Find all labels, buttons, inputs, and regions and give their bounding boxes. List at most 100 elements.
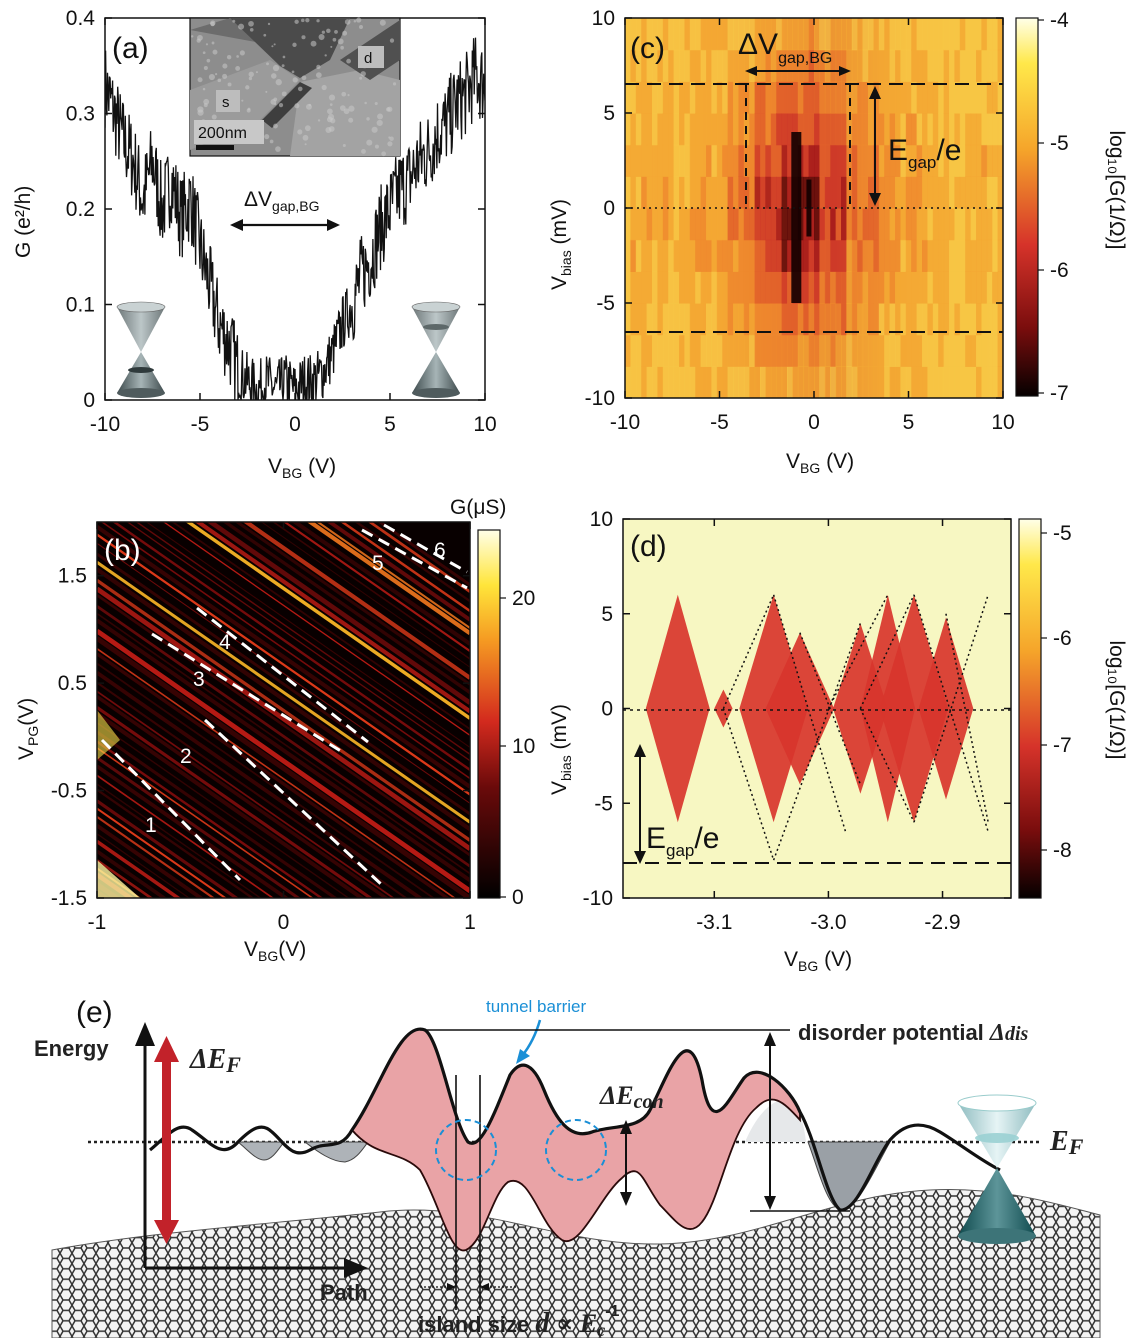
y-tick-label: -5 [596, 292, 615, 315]
panel-a-ticks: -10 -5 0 5 10 0 0.1 0.2 0.3 0.4 [66, 7, 497, 436]
panel-c-colorbar-ticks: -4 -5 -6 -7 [1038, 9, 1069, 405]
diamond-edge [945, 613, 989, 823]
colorbar-tick-label: -5 [1050, 132, 1069, 155]
egap-annotation-c: Egap/e [888, 134, 961, 172]
panel-b-xlabel: VBG(V) [244, 938, 306, 964]
x-tick-label: 10 [991, 411, 1014, 434]
island-bounds [455, 1075, 481, 1310]
panel-d-label: (d) [630, 530, 667, 563]
x-tick-label: 5 [384, 413, 396, 436]
panel-d-dotted-edges [722, 594, 989, 861]
panel-e-label: (e) [76, 996, 113, 1029]
panel-b-streaks [97, 522, 470, 898]
panel-b-line-labels: 1 2 3 4 5 6 [145, 539, 446, 837]
y-tick-label: 0.5 [58, 672, 87, 695]
x-tick-label: -1 [88, 911, 107, 934]
colorbar-tick-label: -6 [1053, 627, 1072, 650]
y-tick-label: 0 [603, 197, 615, 220]
delta-ef-label: ΔEF [189, 1044, 241, 1077]
y-tick-label: 0.1 [66, 294, 95, 317]
x-tick-label: 1 [464, 911, 476, 934]
sem-inset-image: d s 200nm [189, 17, 401, 157]
tunnel-barrier-label: tunnel barrier [486, 997, 587, 1016]
inset-scale-bar [196, 145, 234, 150]
diamond-edge [827, 594, 889, 709]
y-tick-label: 1.5 [58, 565, 87, 588]
diamond-edge [772, 594, 847, 832]
panel-b-label: (b) [104, 534, 141, 567]
conductance-trace [105, 37, 485, 400]
line-label-2: 2 [180, 745, 192, 768]
y-tick-label: 10 [590, 508, 613, 531]
coulomb-diamond [918, 617, 974, 800]
x-tick-label: -10 [610, 411, 640, 434]
energy-axis-label: Energy [34, 1036, 109, 1061]
panel-b-dashed-lines [100, 523, 468, 887]
panel-d-xlabel: VBG (V) [784, 948, 852, 974]
colorbar-tick-label: -8 [1053, 839, 1072, 862]
delta-econ-label: ΔEcon [599, 1081, 664, 1113]
gap-box-c [625, 83, 1003, 333]
colorbar-tick-label: -7 [1053, 734, 1072, 757]
panel-a-ylabel: G (e²/h) [12, 186, 35, 258]
colorbar-tick-label: -7 [1050, 382, 1069, 405]
island-size-label: island size d ∝ Ec-1 [418, 1303, 620, 1338]
egap-annotation-d: Egap/e [646, 822, 719, 860]
ef-label: EF [1049, 1126, 1084, 1159]
panel-b-colorbar [477, 529, 501, 899]
x-tick-label: 0 [808, 411, 820, 434]
y-tick-label: 5 [601, 603, 613, 626]
x-tick-label: -3.0 [810, 911, 846, 934]
coulomb-diamond [879, 594, 949, 823]
panel-b-ticks: -1 0 1 -1.5 -0.5 0.5 1.5 [51, 522, 476, 934]
y-tick-label: 10 [592, 7, 615, 30]
diamond-edge [722, 594, 775, 709]
dirac-cone-left-icon [116, 301, 166, 398]
panel-c-label: (c) [630, 32, 665, 65]
panel-c: -10 -5 0 5 10 -10 -5 0 5 10 ΔVgap,BG Egap/e (c) -… [548, 7, 1128, 476]
y-tick-label: 0 [601, 698, 613, 721]
panel-c-colorbar [1015, 17, 1039, 397]
diamond-edge [859, 708, 915, 823]
panel-c-ticks: -10 -5 0 5 10 -10 -5 0 5 10 [585, 7, 1015, 434]
egap-arrow-c [869, 86, 881, 206]
colorbar-tick-label: 10 [512, 735, 535, 758]
panel-b-ylabel: VPG(V) [15, 698, 41, 760]
y-tick-label: -0.5 [51, 780, 87, 803]
y-tick-label: 5 [603, 102, 615, 125]
panel-b-colorbar-ticks: 0 10 20 [500, 587, 535, 909]
panel-c-xlabel: VBG (V) [786, 450, 854, 476]
diamond-edge [913, 594, 989, 832]
panel-d-colorbar-ticks: -5 -6 -7 -8 [1041, 522, 1072, 862]
coulomb-diamond [765, 632, 835, 785]
diamond-edge [722, 708, 775, 861]
panel-c-streaks [625, 18, 1003, 398]
panel-d-colorbar [1018, 518, 1042, 899]
quantum-dot-circle-left [435, 1119, 497, 1181]
quantum-dot-circle-right [545, 1119, 607, 1181]
dirac-cone-right-icon [411, 301, 461, 398]
inset-label-s: s [222, 94, 230, 111]
panel-a: -10 -5 0 5 10 0 0.1 0.2 0.3 0.4 (a) d s 200nm [12, 7, 497, 481]
disorder-potential-curve [149, 1027, 1001, 1212]
dv-arrow-c [745, 66, 851, 76]
line-label-1: 1 [145, 814, 157, 837]
x-tick-label: 5 [903, 411, 915, 434]
colorbar-tick-label: -4 [1050, 9, 1069, 32]
x-tick-label: -5 [191, 413, 210, 436]
x-tick-label: 0 [289, 413, 301, 436]
colorbar-tick-label: 20 [512, 587, 535, 610]
delta-ef-arrow [162, 1058, 171, 1226]
x-tick-label: -10 [90, 413, 120, 436]
colorbar-tick-label: 0 [512, 886, 524, 909]
dirac-cone-icon [957, 1094, 1037, 1244]
x-tick-label: 0 [278, 911, 290, 934]
y-tick-label: -10 [583, 887, 613, 910]
y-tick-label: 0.4 [66, 7, 96, 30]
line-label-5: 5 [372, 552, 384, 575]
panel-c-ylabel: Vbias (mV) [548, 199, 574, 290]
panel-a-xlabel: VBG (V) [268, 455, 336, 481]
path-axis-label: Path [320, 1280, 368, 1305]
inset-label-d: d [364, 50, 372, 67]
